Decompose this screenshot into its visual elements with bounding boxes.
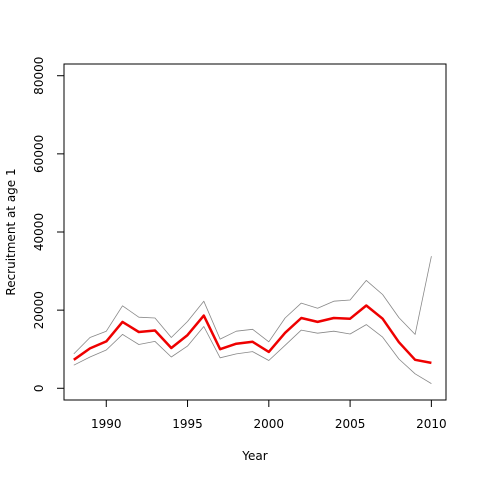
y-tick-label: 20000 bbox=[32, 291, 46, 329]
series-layer bbox=[73, 256, 432, 384]
y-tick-label: 40000 bbox=[32, 213, 46, 251]
y-axis: 0 20000 40000 60000 80000 bbox=[32, 57, 65, 392]
x-tick-label: 2000 bbox=[254, 417, 285, 431]
series-line-estimate bbox=[73, 304, 432, 365]
y-axis-title: Recruitment at age 1 bbox=[4, 168, 18, 295]
series-line-lower bbox=[73, 324, 432, 384]
x-tick-label: 2005 bbox=[335, 417, 366, 431]
x-tick-label: 2010 bbox=[416, 417, 447, 431]
y-tick-label: 60000 bbox=[32, 135, 46, 173]
x-axis-title: Year bbox=[241, 449, 267, 463]
x-axis: 1990 1995 2000 2005 2010 bbox=[91, 399, 447, 431]
x-tick-label: 1995 bbox=[172, 417, 203, 431]
plot-frame bbox=[63, 63, 447, 401]
y-tick-label: 80000 bbox=[32, 57, 46, 95]
y-tick-label: 0 bbox=[32, 384, 46, 392]
series-line-upper bbox=[73, 256, 432, 355]
x-tick-label: 1990 bbox=[91, 417, 122, 431]
